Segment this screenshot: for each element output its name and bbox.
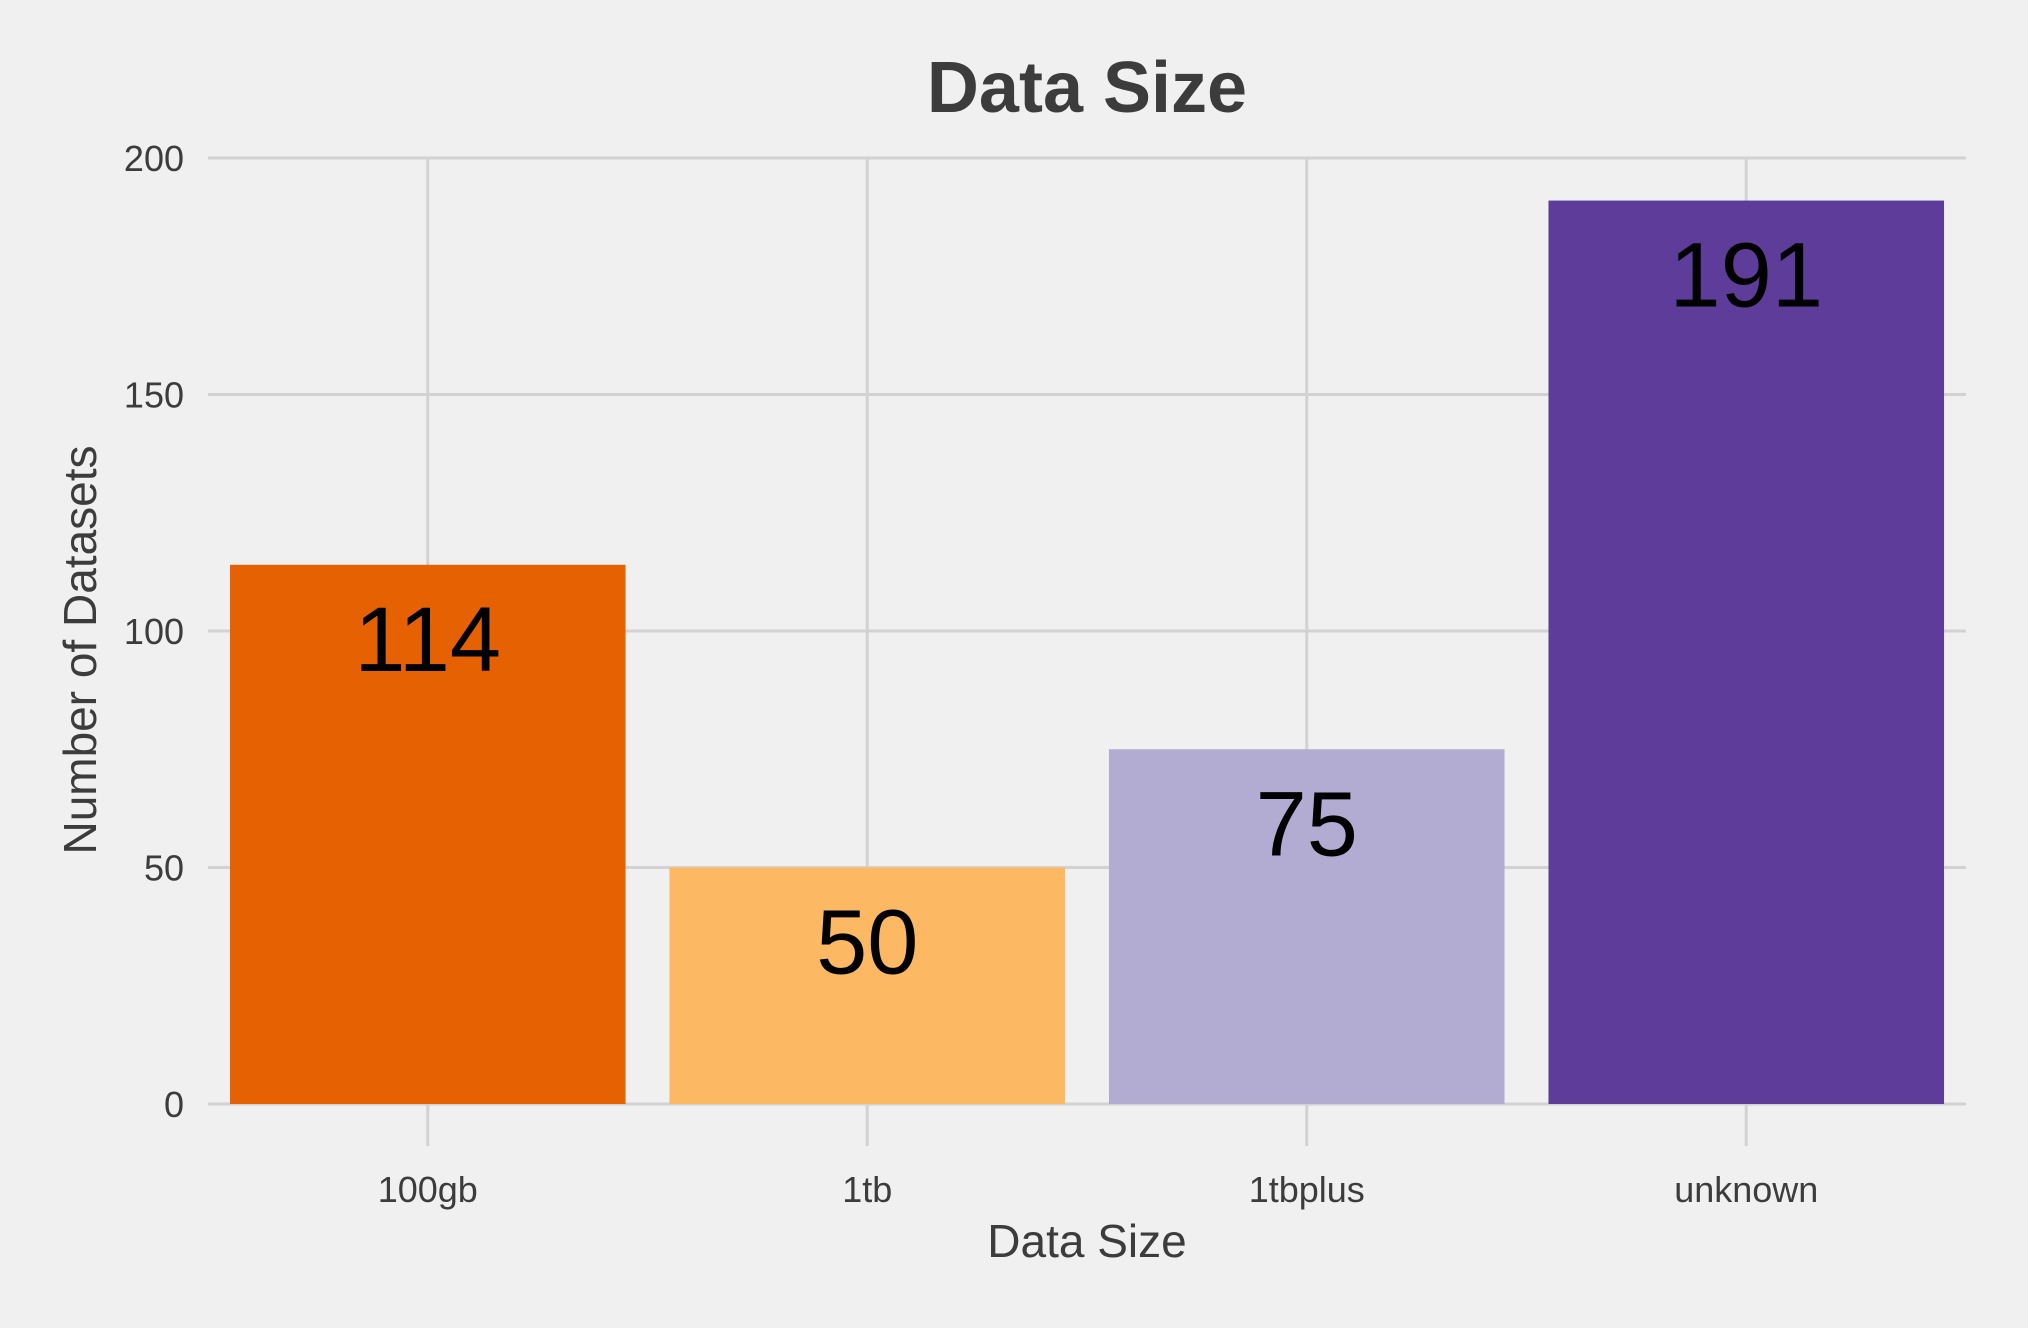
data-label-1tb: 50 (816, 892, 918, 994)
y-tick-label: 0 (164, 1084, 184, 1125)
bar-unknown (1548, 200, 1945, 1104)
data-labels: 114 50 75 191 (354, 225, 1823, 994)
bar-1tbplus (1108, 749, 1505, 1104)
y-tick-label: 200 (124, 138, 184, 179)
x-tick-label: unknown (1674, 1169, 1818, 1210)
x-tick-label: 1tbplus (1249, 1169, 1365, 1210)
y-tick-label: 50 (144, 848, 184, 889)
data-label-100gb: 114 (354, 589, 501, 691)
bars (229, 200, 1945, 1104)
y-axis-ticks: 0 50 100 150 200 (124, 138, 184, 1125)
x-tick-label: 1tb (842, 1169, 892, 1210)
x-axis-ticks: 100gb 1tb 1tbplus unknown (378, 1169, 1819, 1210)
data-label-unknown: 191 (1670, 225, 1824, 327)
bar-100gb (229, 564, 626, 1104)
y-tick-label: 150 (124, 375, 184, 416)
y-tick-label: 100 (124, 611, 184, 652)
bar-1tb (669, 867, 1066, 1104)
y-axis-title: Number of Datasets (54, 445, 106, 854)
x-axis-title: Data Size (987, 1215, 1186, 1267)
x-tick-label: 100gb (378, 1169, 478, 1210)
data-label-1tbplus: 75 (1256, 773, 1358, 875)
chart-title: Data Size (927, 48, 1247, 128)
